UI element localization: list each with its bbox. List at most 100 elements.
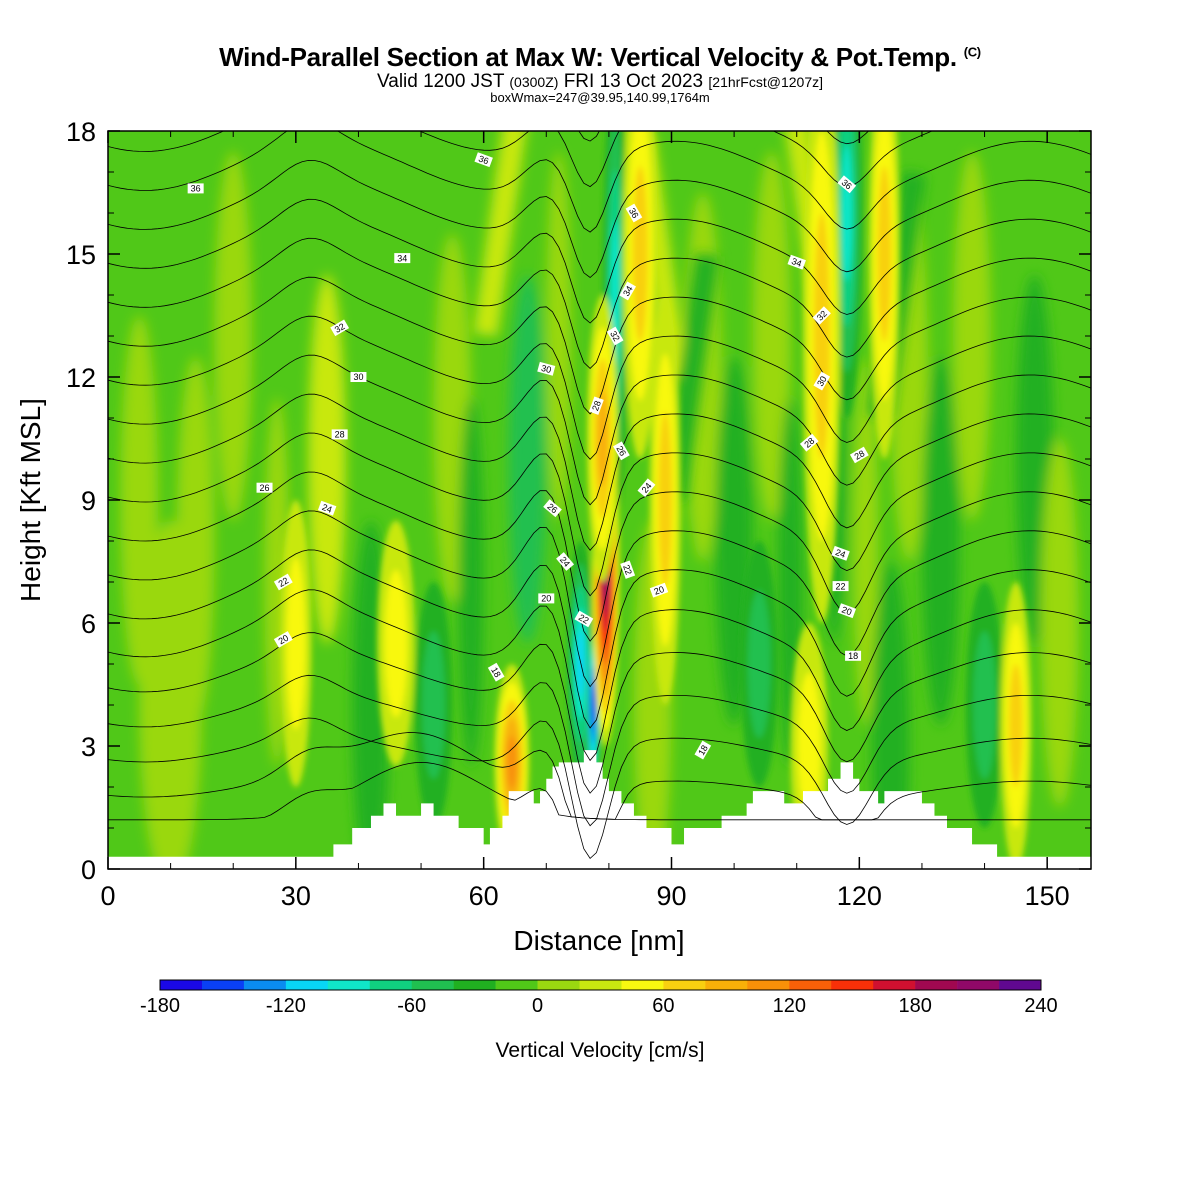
colorbar-tick-label: 120 [773,995,806,1017]
contour-label: 20 [837,603,857,619]
contour-label-box [619,281,637,301]
contour-label-text: 24 [640,481,654,495]
contour-label-text: 36 [191,184,201,194]
y-tick-label: 9 [81,486,96,516]
contour-label: 36 [187,183,204,194]
contour-label-box [849,446,869,464]
updraft-core [384,569,408,718]
contour-label-text: 36 [477,153,490,166]
contour-label-box [787,254,806,270]
contour-label: 20 [649,582,669,598]
y-tick-label: 18 [66,117,96,147]
contour-label-box [187,183,204,194]
colorbar-tick-label: 60 [652,995,674,1017]
isentrope-line [108,471,1091,642]
contour-label-text: 28 [590,399,603,412]
weak-cell [458,397,484,767]
isentrope-line [108,732,1091,821]
contour-label: 28 [331,429,348,440]
colorbar-swatch [369,980,413,990]
isentrope-line [108,589,1091,762]
weak-cell [921,356,960,726]
isentrope-line [108,237,1091,369]
contour-label-text: 26 [260,483,270,493]
contour-label-text: 20 [541,594,551,604]
updraft-core [632,166,648,342]
isentrope-line [108,354,1091,506]
colorbar-swatch [537,980,580,990]
field-weak-cells [120,151,1079,869]
contour-label-box [394,253,411,264]
contour-label: 24 [556,552,575,571]
x-axis-label: Distance [nm] [513,925,684,956]
contour-label-box [620,560,636,579]
contour-label-text: 36 [627,206,641,220]
contour-label-box [588,396,604,415]
colorbar-swatch [705,980,748,990]
y-tick-label: 12 [66,363,96,393]
updraft-core [877,166,892,342]
weak-cell [1040,438,1079,808]
updraft-core [658,412,672,588]
contour-label: 34 [394,253,411,264]
valid-time: Valid 1200 JST [377,71,505,92]
contour-label: 28 [588,396,604,415]
contour-label-box [487,662,505,682]
colorbar-frame [159,979,1042,991]
contour-label-text: 22 [836,581,846,591]
colorbar-swatch [285,980,329,990]
contour-label-text: 32 [333,321,347,335]
contour-label: 24 [637,478,656,498]
x-tick-label: 90 [656,881,686,911]
contour-label-text: 26 [545,501,559,515]
colorbar-swatch [160,980,203,990]
contour-label: 30 [350,372,367,382]
isentrope-line [108,432,1091,597]
colorbar-swatch [453,980,496,990]
contour-label: 20 [538,593,555,604]
y-axis-label: Height [Kft MSL] [15,398,46,602]
contour-label: 30 [537,361,556,376]
contour-label-text: 20 [277,633,291,647]
weak-cell [871,561,910,869]
y-tick-label: 0 [81,855,96,885]
contour-label-text: 30 [353,372,363,382]
contour-label-box [330,319,350,337]
colorbar-swatch [201,980,245,990]
colorbar-tick-label: 240 [1024,995,1057,1017]
contour-label: 28 [799,433,819,452]
weak-cell [752,151,791,521]
isentrope-line [108,632,1091,794]
contour-label: 24 [317,500,337,516]
contour-label-text: 18 [848,651,858,661]
downdraft-core [841,144,853,282]
contour-label-box [538,593,555,604]
colorbar-title: Vertical Velocity [cm/s] [496,1039,705,1062]
contour-label: 26 [543,499,562,518]
contour-label-box [537,361,556,376]
forecast-note: [21hrFcst@1207z] [708,74,823,90]
contour-label-text: 22 [577,612,591,626]
contour-label: 26 [613,441,630,461]
contour-label-box [637,478,656,498]
contour-label: 18 [487,662,505,682]
contour-label: 18 [845,650,862,661]
y-tick-label: 15 [66,240,96,270]
contour-label-text: 22 [621,563,634,576]
chart-title-text: Wind-Parallel Section at Max W: Vertical… [219,42,957,72]
updraft-core [797,672,821,820]
colorbar-swatch [957,980,1000,990]
colorbar-swatch [915,980,958,990]
isentrope-line [108,198,1091,324]
contour-label-text: 28 [853,448,867,462]
weak-cell [953,151,991,521]
downdraft-core [747,590,771,738]
x-tick-label: 30 [281,881,311,911]
isentrope-line [108,0,1091,16]
velocity-field [108,131,1091,869]
x-tick-label: 0 [100,881,115,911]
contour-label-text: 24 [321,502,334,515]
contour-label-text: 30 [540,363,552,375]
chart-header: Wind-Parallel Section at Max W: Vertical… [0,42,1200,105]
isentrope-line [108,131,933,188]
